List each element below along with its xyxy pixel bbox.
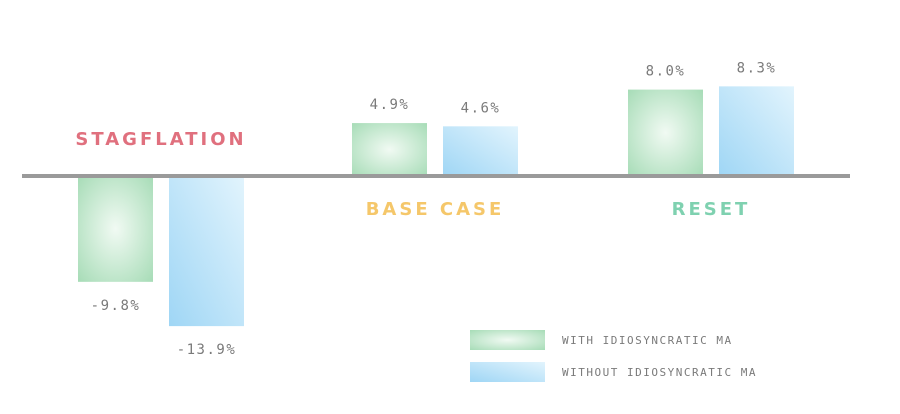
bar-reset-with: [628, 89, 703, 176]
value-label-base-case-with: 4.9%: [370, 97, 410, 113]
legend-label-with: WITH IDIOSYNCRATIC MA: [562, 334, 733, 347]
bar-base-case-without: [443, 126, 518, 176]
category-label-base-case: BASE CASE: [366, 199, 505, 220]
bar-reset-without: [719, 86, 794, 176]
value-label-reset-without: 8.3%: [737, 60, 777, 76]
legend: WITH IDIOSYNCRATIC MA WITHOUT IDIOSYNCRA…: [470, 330, 757, 382]
value-label-reset-with: 8.0%: [646, 64, 686, 80]
bar-stagflation-with: [78, 176, 153, 282]
value-label-stagflation-with: -9.8%: [91, 298, 141, 314]
labels-layer: -9.8% -13.9% STAGFLATION 4.9% 4.6% BASE CASE 8…: [75, 60, 777, 358]
value-label-base-case-without: 4.6%: [461, 100, 501, 116]
bar-stagflation-without: [169, 176, 244, 327]
bars-layer: [78, 86, 794, 327]
legend-swatch-without: [470, 362, 545, 382]
value-label-stagflation-without: -13.9%: [177, 342, 237, 358]
legend-label-without: WITHOUT IDIOSYNCRATIC MA: [562, 366, 757, 379]
bar-base-case-with: [352, 123, 427, 176]
legend-swatch-with: [470, 330, 545, 350]
category-label-stagflation: STAGFLATION: [75, 129, 246, 150]
category-label-reset: RESET: [672, 199, 751, 220]
